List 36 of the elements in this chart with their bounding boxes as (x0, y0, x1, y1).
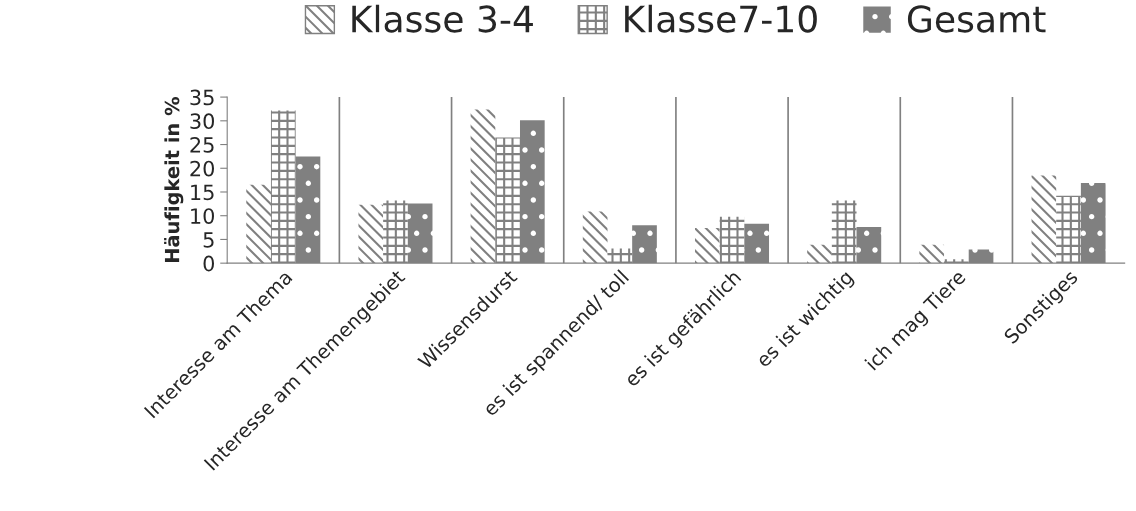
bar (358, 204, 384, 264)
y-axis-title: Häufigkeit in % (164, 97, 184, 263)
y-tick-label: 15 (191, 184, 214, 201)
bar (807, 244, 832, 264)
bar (607, 248, 633, 264)
bar (383, 200, 408, 264)
bar (968, 249, 994, 264)
bar (470, 109, 496, 264)
legend-label: Klasse7-10 (625, 4, 817, 33)
bar (919, 244, 945, 264)
bar (295, 156, 321, 264)
bar (632, 225, 657, 264)
bar (1056, 195, 1081, 264)
legend-label: Gesamt (907, 5, 1046, 33)
bar (944, 259, 969, 264)
bar (856, 227, 882, 264)
bar (1080, 182, 1106, 264)
bar (270, 110, 296, 264)
bar (831, 200, 857, 264)
y-tick-label: 35 (190, 89, 214, 106)
y-tick-label: 0 (203, 255, 215, 272)
bar (744, 223, 770, 264)
legend-label: Klasse 3-4 (352, 4, 533, 33)
y-tick-label: 10 (191, 208, 215, 224)
bar (407, 203, 433, 264)
y-tick-label: 25 (190, 136, 214, 153)
bar (246, 184, 271, 264)
y-tick-label: 30 (190, 113, 215, 130)
bar (1031, 175, 1057, 264)
y-tick-label: 20 (190, 160, 215, 177)
y-tick-label: 5 (203, 232, 214, 248)
bar (519, 120, 545, 264)
bar (495, 137, 520, 264)
bar (582, 211, 608, 264)
bar (694, 228, 720, 264)
bar (719, 216, 745, 264)
